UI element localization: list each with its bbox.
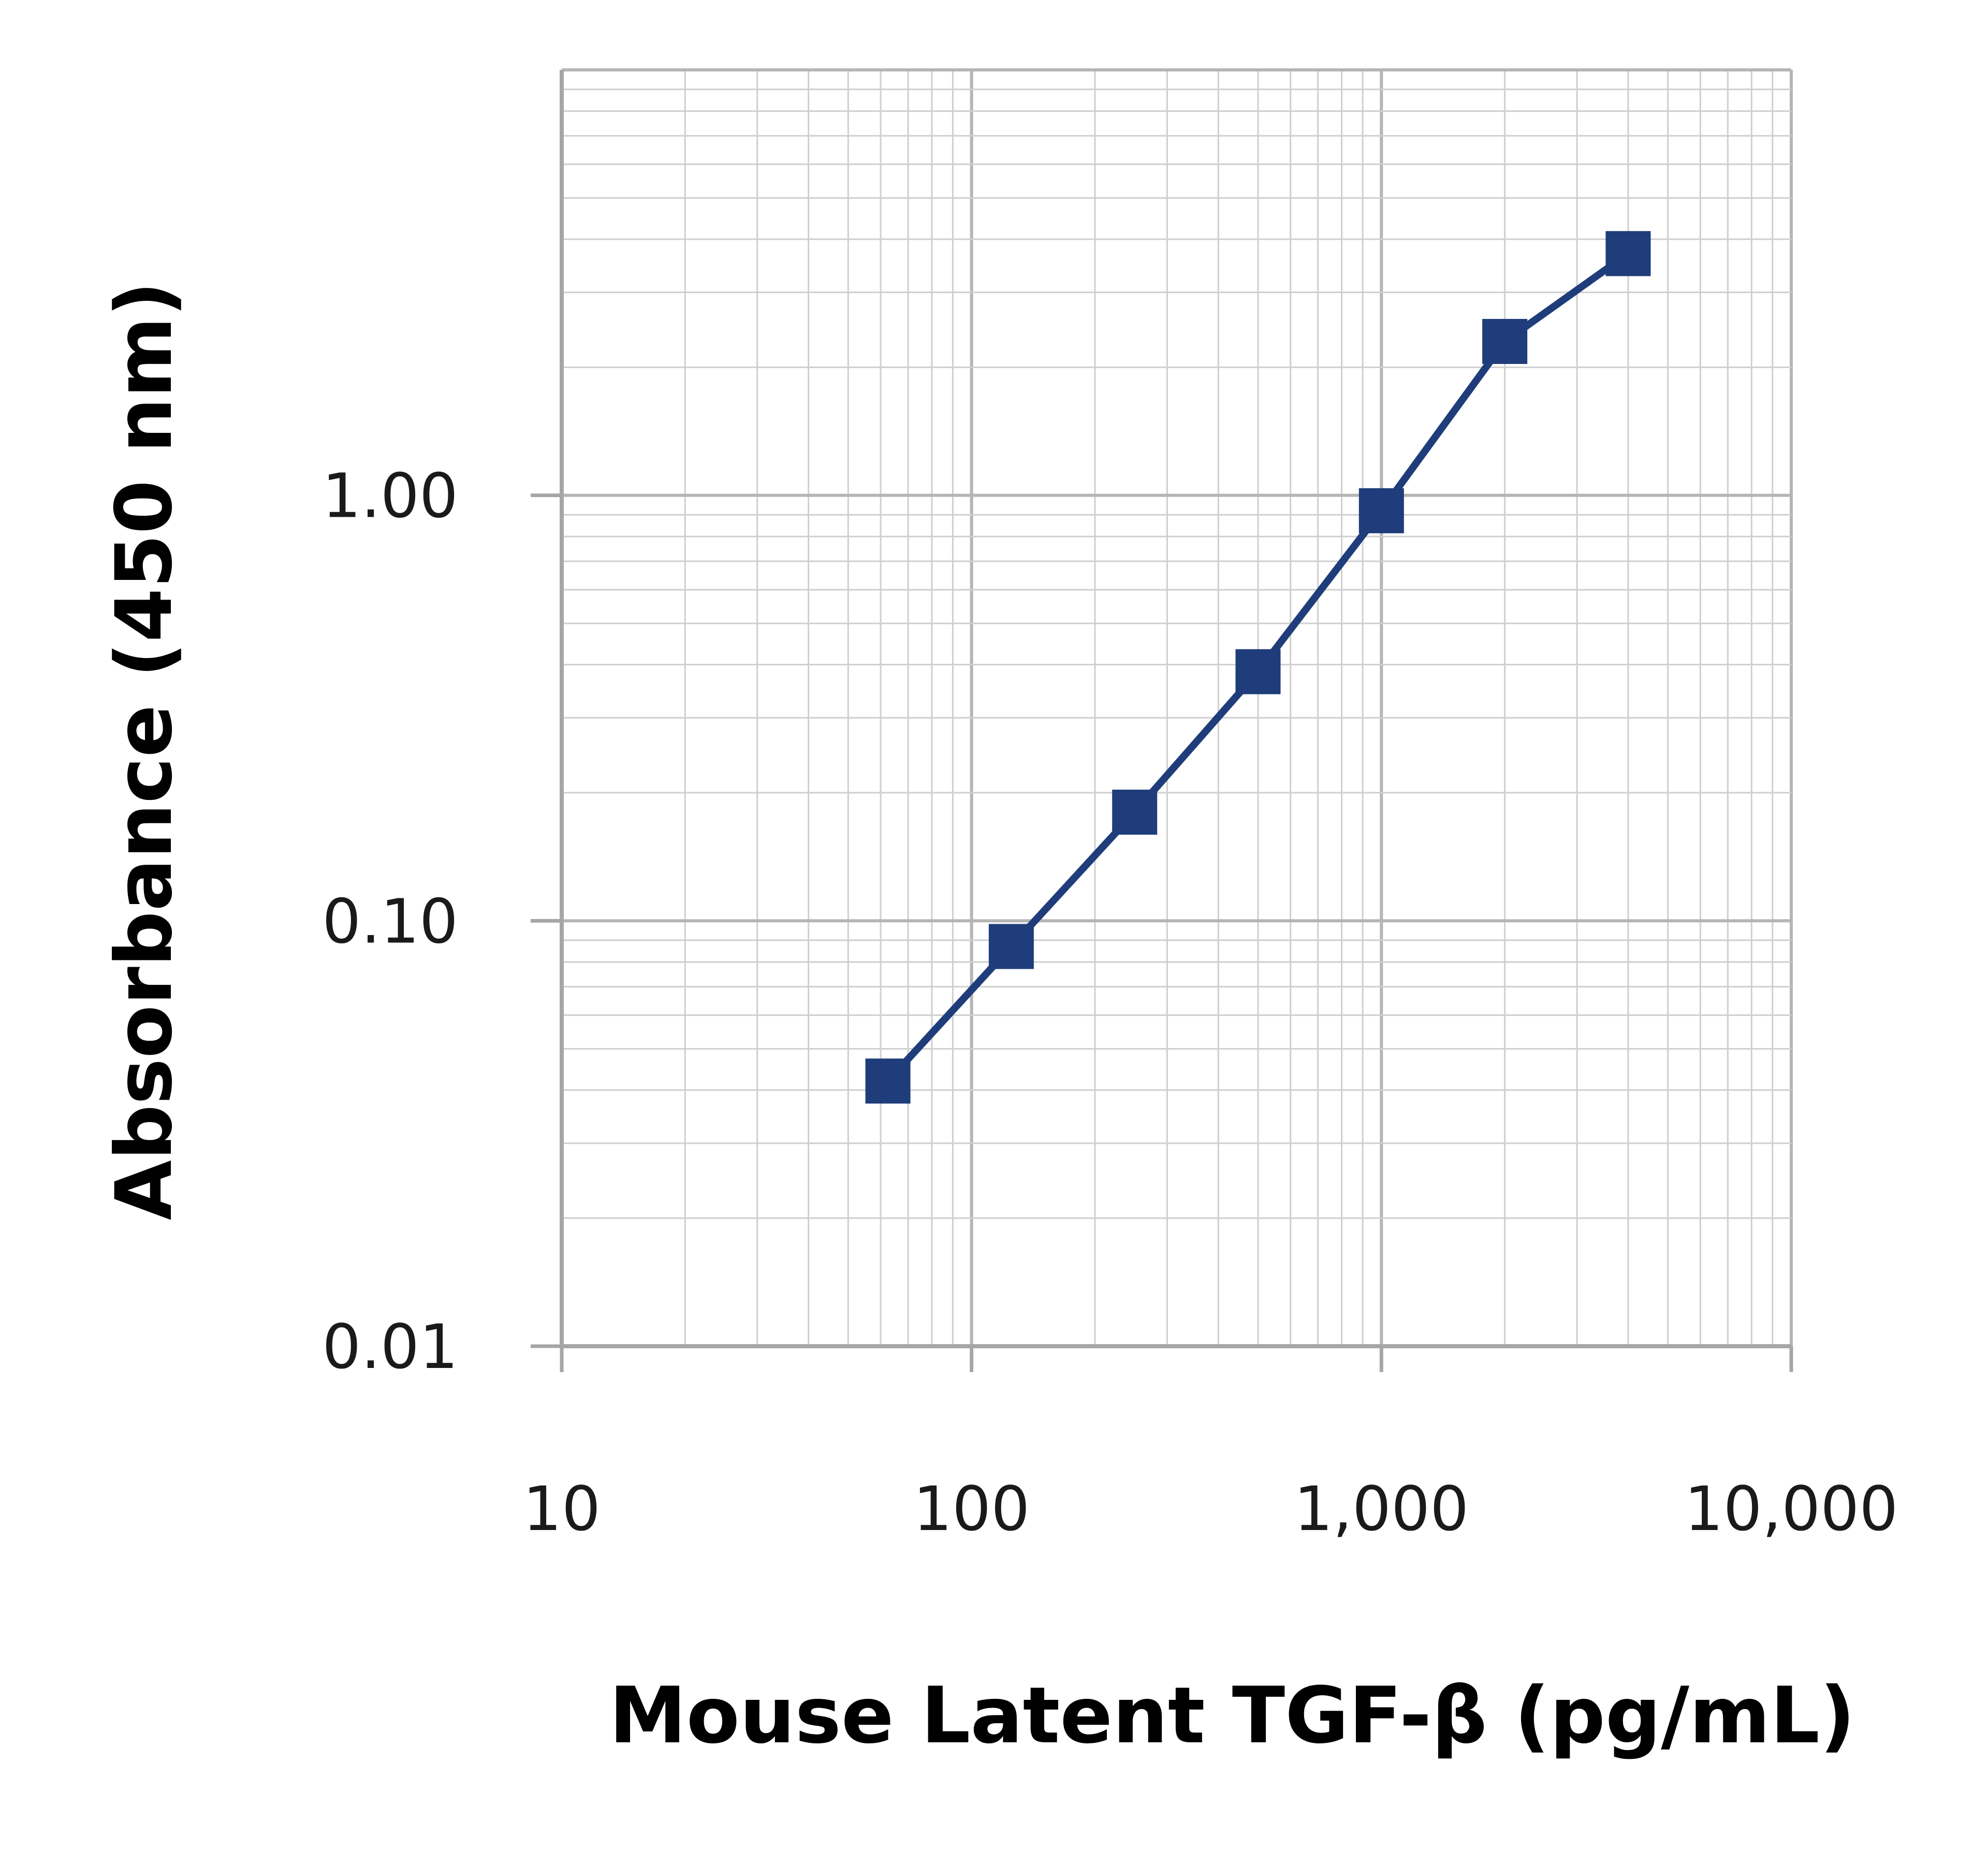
- data-point-marker: [1235, 649, 1281, 694]
- x-axis-title: Mouse Latent TGF-β (pg/mL): [609, 1671, 1855, 1761]
- data-point-marker: [865, 1058, 911, 1104]
- y-tick-label: 1.00: [322, 460, 458, 532]
- data-point-marker: [988, 924, 1034, 969]
- data-point-marker: [1112, 790, 1158, 835]
- data-point-marker: [1482, 318, 1528, 364]
- x-tick-label: 10: [523, 1473, 601, 1545]
- axes: [531, 70, 1793, 1372]
- tick-labels: 10 100 1,000 10,000 0.01 0.10 1.00: [322, 460, 1898, 1545]
- x-tick-label: 10,000: [1685, 1473, 1898, 1545]
- data-point-marker: [1605, 231, 1651, 276]
- x-tick-label: 100: [913, 1473, 1030, 1545]
- x-tick-label: 1,000: [1294, 1473, 1469, 1545]
- y-tick-label: 0.10: [322, 885, 458, 957]
- y-tick-label: 0.01: [322, 1311, 458, 1382]
- y-axis-title: Absorbance (450 nm): [99, 281, 189, 1220]
- series: [865, 231, 1651, 1104]
- data-point-marker: [1358, 488, 1404, 533]
